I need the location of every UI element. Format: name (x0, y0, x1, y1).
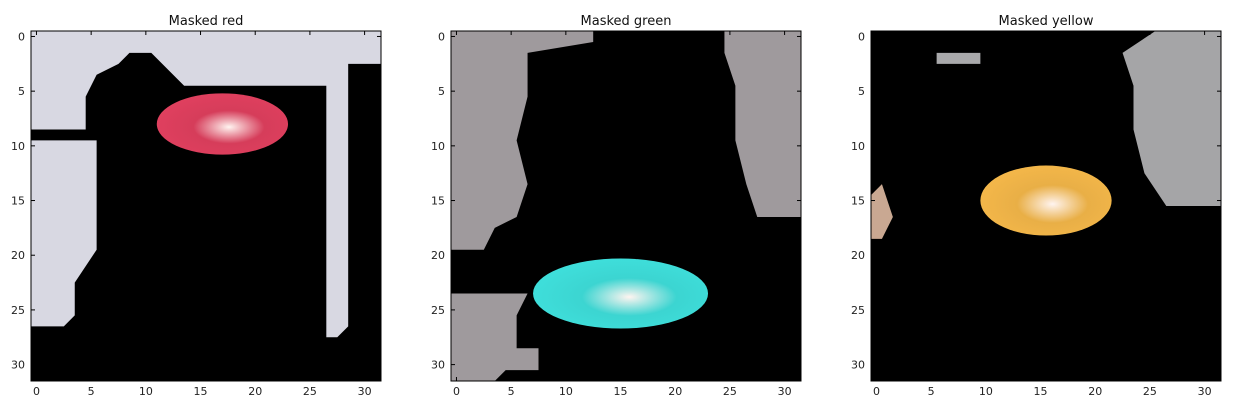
image-content (871, 31, 1221, 239)
x-tick-label: 10 (559, 385, 573, 398)
y-tick-label: 25 (851, 304, 865, 317)
unmasked-region (1122, 31, 1221, 206)
y-tick-label: 15 (851, 195, 865, 208)
y-tick-label: 5 (18, 85, 25, 98)
x-tick-label: 0 (33, 385, 40, 398)
y-tick-label: 15 (11, 195, 25, 208)
unmasked-region (451, 293, 539, 381)
panel-title: Masked yellow (999, 14, 1094, 29)
x-tick-label: 30 (358, 385, 372, 398)
x-tick-label: 5 (928, 385, 935, 398)
y-tick-label: 30 (11, 359, 25, 372)
y-tick-label: 30 (851, 359, 865, 372)
y-tick-label: 20 (11, 249, 25, 262)
x-tick-label: 15 (1034, 385, 1048, 398)
y-tick-label: 25 (11, 304, 25, 317)
x-tick-label: 20 (1088, 385, 1102, 398)
panel-title: Masked red (169, 14, 244, 29)
axes-frame (30, 30, 382, 382)
y-tick-label: 5 (438, 85, 445, 98)
y-tick-label: 20 (851, 249, 865, 262)
panel-3: Masked yellow 0 5 10 15 20 25 30 0 5 10 15 20 25 30 (851, 14, 1222, 398)
image-content (31, 31, 381, 338)
x-tick-label: 5 (88, 385, 95, 398)
unmasked-region (31, 31, 381, 338)
panel-title: Masked green (581, 14, 672, 29)
y-tick-label: 10 (431, 140, 445, 153)
panel-1: Masked red 0 5 10 15 20 25 30 0 5 10 15 20 25 30 (11, 14, 382, 398)
panel-2: Masked green 0 5 10 15 20 25 30 0 5 10 15 20 25 30 (431, 14, 802, 398)
y-tick-label: 10 (851, 140, 865, 153)
x-tick-label: 15 (614, 385, 628, 398)
y-tick-label: 25 (431, 304, 445, 317)
x-tick-label: 30 (1198, 385, 1212, 398)
axes-frame (870, 30, 1222, 382)
y-tick-label: 5 (858, 85, 865, 98)
traffic-light-blob (156, 93, 289, 155)
axes-frame (450, 30, 802, 382)
x-tick-label: 20 (668, 385, 682, 398)
y-tick-label: 20 (431, 249, 445, 262)
x-tick-label: 5 (508, 385, 515, 398)
x-tick-label: 0 (873, 385, 880, 398)
image-content (451, 31, 801, 381)
x-tick-label: 30 (778, 385, 792, 398)
unmasked-region (936, 52, 981, 64)
traffic-light-blob (533, 258, 709, 329)
x-tick-label: 25 (303, 385, 317, 398)
x-tick-label: 20 (248, 385, 262, 398)
y-tick-label: 15 (431, 195, 445, 208)
y-tick-label: 0 (438, 30, 445, 43)
traffic-light-blob (980, 165, 1112, 236)
x-tick-label: 25 (723, 385, 737, 398)
x-tick-label: 10 (139, 385, 153, 398)
y-tick-label: 0 (18, 30, 25, 43)
x-tick-label: 0 (453, 385, 460, 398)
unmasked-region (451, 31, 594, 250)
y-tick-label: 30 (431, 359, 445, 372)
x-tick-label: 15 (194, 385, 208, 398)
x-tick-label: 10 (979, 385, 993, 398)
unmasked-region (871, 184, 893, 239)
x-tick-label: 25 (1143, 385, 1157, 398)
unmasked-region (724, 31, 801, 217)
y-tick-label: 10 (11, 140, 25, 153)
y-tick-label: 0 (858, 30, 865, 43)
